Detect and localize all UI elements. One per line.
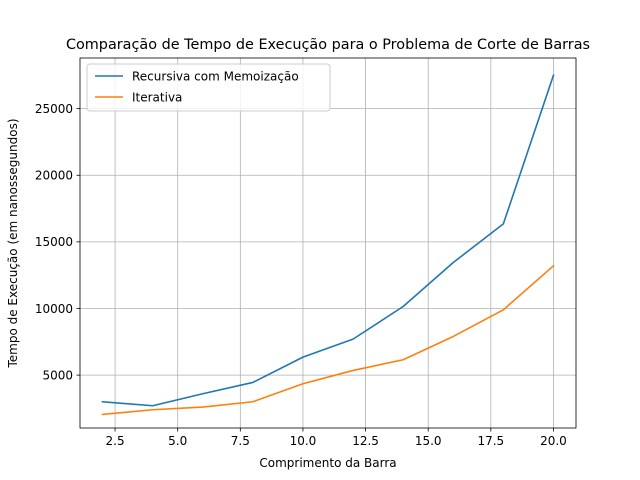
x-tick-label: 15.0	[415, 434, 442, 448]
plot-background	[80, 58, 576, 428]
y-tick-label: 15000	[35, 235, 73, 249]
x-axis-ticks: 2.5 5.0 7.5 10.0 12.5 15.0 17.5 20.0	[106, 428, 567, 448]
y-tick-label: 5000	[42, 368, 73, 382]
x-tick-label: 7.5	[231, 434, 250, 448]
x-tick-label: 20.0	[540, 434, 567, 448]
legend-label-recursive: Recursiva com Memoização	[132, 70, 299, 84]
grid-lines	[80, 58, 576, 428]
y-axis-label: Tempo de Execução (em nanossegundos)	[6, 118, 20, 368]
y-axis-ticks: 5000 10000 15000 20000 25000	[35, 102, 80, 382]
legend: Recursiva com Memoização Iterativa	[86, 63, 331, 112]
chart-title: Comparação de Tempo de Execução para o P…	[66, 37, 590, 53]
x-tick-label: 10.0	[290, 434, 317, 448]
x-axis-label: Comprimento da Barra	[259, 456, 396, 470]
legend-label-iterative: Iterativa	[132, 91, 182, 105]
series-layer	[101, 74, 555, 416]
plot-frame	[79, 57, 577, 429]
series-line-recursive	[101, 74, 555, 407]
y-tick-label: 25000	[35, 102, 73, 116]
legend-box	[86, 63, 331, 112]
x-tick-label: 17.5	[477, 434, 504, 448]
x-tick-label: 5.0	[168, 434, 187, 448]
series-line-iterative	[101, 264, 555, 416]
x-tick-label: 12.5	[352, 434, 379, 448]
y-tick-label: 10000	[35, 302, 73, 316]
y-tick-label: 20000	[35, 169, 73, 183]
x-tick-label: 2.5	[106, 434, 125, 448]
